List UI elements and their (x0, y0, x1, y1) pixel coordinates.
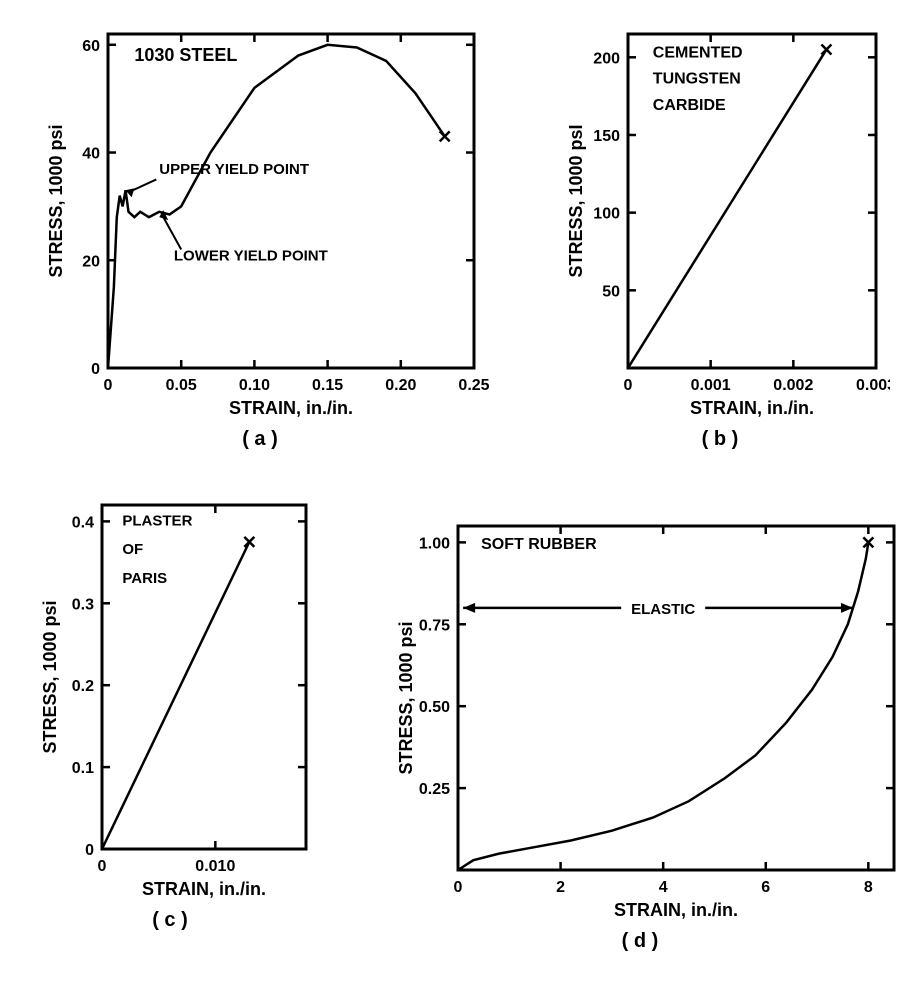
svg-text:LOWER YIELD POINT: LOWER YIELD POINT (174, 247, 328, 264)
sublabel-c: ( c ) (152, 909, 188, 932)
svg-text:1030 STEEL: 1030 STEEL (134, 45, 237, 65)
svg-text:50: 50 (602, 283, 620, 300)
svg-text:0.2: 0.2 (72, 678, 94, 695)
svg-text:0.002: 0.002 (773, 377, 813, 394)
chart-d: 0 2 4 6 8 0.25 0.50 0.75 1.00 STRAIN, in./in. STRE… (370, 512, 910, 922)
svg-text:SOFT RUBBER: SOFT RUBBER (481, 536, 597, 553)
svg-text:4: 4 (659, 879, 668, 896)
sublabel-d: ( d ) (622, 930, 659, 953)
svg-text:0.1: 0.1 (72, 760, 94, 777)
panel-d: 0 2 4 6 8 0.25 0.50 0.75 1.00 STRAIN, in./in. STRE… (370, 512, 910, 972)
panel-a: 0 0.05 0.10 0.15 0.20 0.25 0 20 40 60 STRAIN, in./… (20, 20, 500, 451)
svg-text:0.3: 0.3 (72, 596, 94, 613)
svg-text:CEMENTED: CEMENTED (653, 44, 743, 61)
svg-text:1.00: 1.00 (419, 535, 450, 552)
svg-text:0: 0 (85, 842, 94, 859)
svg-text:40: 40 (82, 146, 100, 163)
panel-c: 0 0.010 0 0.1 0.2 0.3 0.4 STRAIN, in./in. STRESS… (20, 491, 320, 932)
svg-text:150: 150 (593, 128, 620, 145)
svg-text:OF: OF (122, 541, 143, 558)
svg-text:0.50: 0.50 (419, 699, 450, 716)
svg-text:200: 200 (593, 50, 620, 67)
svg-text:STRESS, 1000 psi: STRESS, 1000 psi (396, 621, 416, 774)
svg-text:STRESS, 1000 psI: STRESS, 1000 psI (566, 124, 586, 277)
svg-text:0.003: 0.003 (856, 377, 890, 394)
svg-text:0.4: 0.4 (72, 514, 94, 531)
svg-text:PLASTER: PLASTER (122, 512, 192, 529)
svg-text:TUNGSTEN: TUNGSTEN (653, 71, 741, 88)
svg-text:0: 0 (454, 879, 463, 896)
svg-text:8: 8 (864, 879, 873, 896)
svg-text:STRAIN, in./in.: STRAIN, in./in. (690, 398, 814, 418)
svg-text:100: 100 (593, 206, 620, 223)
svg-text:PARIS: PARIS (122, 570, 167, 587)
chart-c: 0 0.010 0 0.1 0.2 0.3 0.4 STRAIN, in./in. STRESS… (20, 491, 320, 901)
svg-text:60: 60 (82, 38, 100, 55)
svg-text:0.20: 0.20 (385, 377, 416, 394)
svg-text:0: 0 (91, 361, 100, 378)
svg-text:UPPER YIELD POINT: UPPER YIELD POINT (159, 161, 309, 178)
svg-text:STRESS, 1000 psi: STRESS, 1000 psi (46, 124, 66, 277)
svg-text:0: 0 (624, 377, 633, 394)
svg-text:0: 0 (98, 858, 107, 875)
svg-text:STRESS, 1000 psi: STRESS, 1000 psi (40, 600, 60, 753)
svg-text:ELASTIC: ELASTIC (631, 601, 695, 618)
svg-text:STRAIN, in./in.: STRAIN, in./in. (142, 879, 266, 899)
svg-text:0: 0 (104, 377, 113, 394)
svg-text:STRAIN, in./in.: STRAIN, in./in. (614, 900, 738, 920)
chart-a: 0 0.05 0.10 0.15 0.20 0.25 0 20 40 60 STRAIN, in./… (30, 20, 490, 420)
svg-text:20: 20 (82, 253, 100, 270)
svg-text:0.05: 0.05 (166, 377, 197, 394)
svg-text:0.15: 0.15 (312, 377, 343, 394)
chart-grid: 00.050.100.150.200.250204060STRAIN, in./… (20, 20, 902, 972)
svg-text:0.010: 0.010 (195, 858, 235, 875)
svg-text:0.25: 0.25 (419, 781, 450, 798)
svg-text:0.75: 0.75 (419, 617, 450, 634)
svg-text:2: 2 (556, 879, 565, 896)
svg-text:0.25: 0.25 (458, 377, 489, 394)
svg-text:6: 6 (761, 879, 770, 896)
panel-b: 0 0.001 0.002 0.003 50 100 150 200 STRAIN, in./i… (530, 20, 910, 451)
sublabel-a: ( a ) (242, 428, 278, 451)
svg-text:STRAIN, in./in.: STRAIN, in./in. (229, 398, 353, 418)
svg-text:CARBIDE: CARBIDE (653, 97, 726, 114)
chart-b: 0 0.001 0.002 0.003 50 100 150 200 STRAIN, in./i… (550, 20, 890, 420)
svg-text:0.001: 0.001 (691, 377, 731, 394)
sublabel-b: ( b ) (702, 428, 739, 451)
svg-text:0.10: 0.10 (239, 377, 270, 394)
